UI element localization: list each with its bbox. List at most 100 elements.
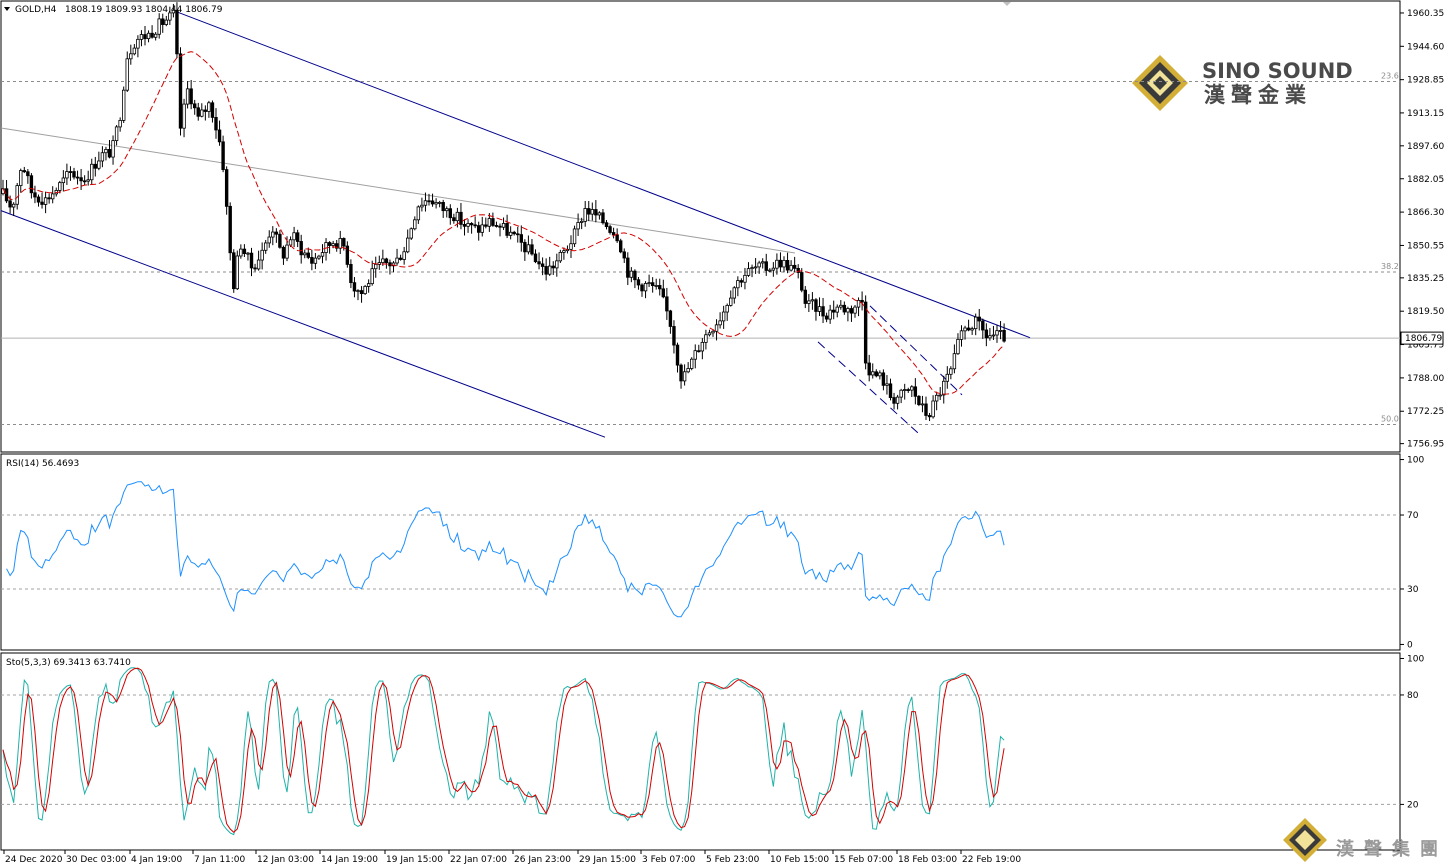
candle-body xyxy=(398,257,403,260)
candle-body xyxy=(434,202,438,205)
stochastic-lines xyxy=(2,667,1005,836)
candle-body xyxy=(334,243,339,249)
candle-body xyxy=(185,88,190,105)
candle-body xyxy=(462,224,467,227)
ma-line xyxy=(2,51,1005,395)
fib-level-label: 23.6 xyxy=(1381,71,1399,80)
price-tick-label: 1882.05 xyxy=(1407,175,1444,185)
candle-body xyxy=(313,257,318,264)
candle-body xyxy=(79,177,83,182)
rsi-tick-label: 0 xyxy=(1407,640,1413,650)
candle-body xyxy=(51,193,55,200)
candle-body xyxy=(271,231,275,238)
candle-body xyxy=(327,242,332,246)
candle-body xyxy=(413,219,417,230)
symbol-menu-icon[interactable] xyxy=(4,7,10,11)
candle-body xyxy=(263,242,268,251)
candle-body xyxy=(874,371,878,377)
candle-body xyxy=(895,396,900,404)
candle-body xyxy=(576,222,580,230)
candle-body xyxy=(409,228,413,239)
candle-body xyxy=(963,327,967,332)
candle-body xyxy=(817,306,822,312)
candle-body xyxy=(537,261,541,265)
candle-body xyxy=(356,290,360,292)
candle-body xyxy=(381,258,385,264)
time-tick-label: 29 Jan 15:00 xyxy=(579,855,636,865)
candle-body xyxy=(764,261,768,271)
candle-body xyxy=(157,18,161,35)
candle-body xyxy=(19,170,23,187)
time-tick-label: 30 Dec 03:00 xyxy=(66,855,127,865)
candle-body xyxy=(132,47,137,55)
candle-body xyxy=(36,196,41,203)
candle-body xyxy=(863,301,868,364)
trend-channel[interactable] xyxy=(0,11,1031,438)
candle-body xyxy=(959,330,964,340)
wedge-lower-line xyxy=(817,341,919,434)
candle-body xyxy=(938,394,942,397)
candle-body xyxy=(146,32,151,40)
candle-body xyxy=(452,217,456,222)
candle-body xyxy=(494,225,499,227)
candle-body xyxy=(90,163,94,181)
candle-body xyxy=(498,225,502,228)
candle-body xyxy=(569,243,573,250)
candle-body xyxy=(242,248,247,254)
price-axis: 1960.35 1944.60 1928.85 1913.15 1897.60 1882.… xyxy=(1400,9,1444,810)
candle-body xyxy=(871,371,875,376)
grid-lines: 23.6 38.2 50.0 xyxy=(1,71,1400,805)
candle-body xyxy=(359,290,364,295)
stoch-main-line xyxy=(2,667,1005,836)
candle-body xyxy=(562,250,566,253)
candle-body xyxy=(299,241,303,256)
candle-body xyxy=(558,251,563,262)
candle-body xyxy=(224,169,229,207)
candle-body xyxy=(757,262,761,268)
candle-body xyxy=(899,389,903,398)
rsi-polyline xyxy=(6,481,1005,618)
candle-body xyxy=(480,224,484,233)
time-tick-label: 7 Jan 11:00 xyxy=(194,855,246,865)
rsi-panel[interactable] xyxy=(0,453,1401,651)
candle-body xyxy=(530,244,534,255)
candle-body xyxy=(622,251,626,259)
time-tick-label: 10 Feb 15:00 xyxy=(770,855,829,865)
candle-body xyxy=(292,232,296,241)
candle-body xyxy=(849,308,854,314)
candle-body xyxy=(686,368,690,373)
candle-body xyxy=(913,386,918,397)
candle-body xyxy=(68,171,73,173)
candle-body xyxy=(526,244,531,253)
price-tick-label: 1788.00 xyxy=(1407,374,1444,384)
candle-body xyxy=(615,234,619,242)
candle-body xyxy=(828,309,832,320)
candle-body xyxy=(952,353,957,370)
candle-body xyxy=(721,311,726,322)
candle-body xyxy=(164,19,168,25)
candle-body xyxy=(821,306,825,317)
candle-body xyxy=(352,282,357,292)
candle-body xyxy=(927,415,932,418)
candle-body xyxy=(629,270,634,278)
main-panel[interactable] xyxy=(0,0,1401,453)
candle-body xyxy=(253,267,257,270)
candle-body xyxy=(924,403,928,416)
candle-body xyxy=(175,9,179,55)
candle-body xyxy=(459,211,463,225)
candle-body xyxy=(654,285,658,287)
candle-body xyxy=(608,226,612,233)
candle-body xyxy=(704,334,708,343)
price-tick-label: 1960.35 xyxy=(1407,9,1444,19)
candle-body xyxy=(810,299,815,302)
stoch-panel[interactable] xyxy=(0,652,1401,851)
candle-body xyxy=(551,265,555,269)
candle-body xyxy=(388,262,392,267)
candle-body xyxy=(707,332,712,336)
time-tick-label: 22 Feb 19:00 xyxy=(962,855,1021,865)
candle-body xyxy=(420,204,424,208)
gray-trend-line xyxy=(0,127,796,254)
candle-body xyxy=(416,206,421,221)
candle-body xyxy=(807,300,811,304)
rsi-label: RSI(14) 56.4693 xyxy=(6,459,79,469)
